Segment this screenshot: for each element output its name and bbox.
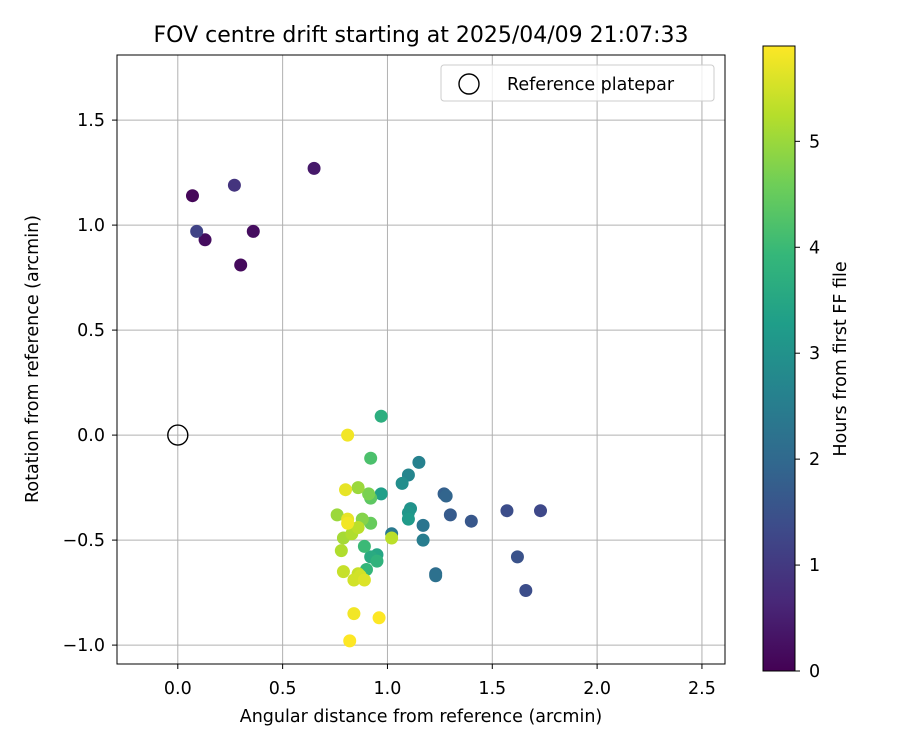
x-tick-label: 0.5 [269,679,297,699]
data-point [336,565,350,579]
data-point [385,531,399,545]
y-tick-label: 1.5 [77,111,105,131]
data-point [357,573,371,587]
data-point [198,233,212,247]
data-point [343,634,357,648]
data-point [464,514,478,528]
data-point [185,189,199,203]
data-point [357,539,371,553]
data-point [362,487,376,501]
colorbar-frame [762,45,796,672]
plot-area [117,55,725,664]
data-point [351,481,365,495]
data-point [364,451,378,465]
data-point [374,487,388,501]
data-point [416,518,430,532]
data-point [347,607,361,621]
data-point [374,409,388,423]
data-point [307,161,321,175]
legend-box [440,64,715,102]
data-point [341,428,355,442]
colorbar-tick-label: 0 [809,662,820,682]
x-axis-ticks: 0.0 0.5 1.0 1.5 2.0 2.5 [164,664,716,699]
reference-marker-layer [167,424,189,446]
colorbar-tick-label: 1 [809,556,820,576]
legend-label: Reference platepar [507,75,675,95]
data-point [443,508,457,522]
colorbar: 0 1 2 3 4 5 Hours from first FF file [762,45,851,682]
data-point [190,224,204,238]
data-point [416,533,430,547]
y-tick-label: −1.0 [63,636,106,656]
data-point [246,224,260,238]
colorbar-tick-label: 4 [809,238,820,258]
data-point [412,455,426,469]
legend: Reference platepar [440,64,715,102]
data-point [370,554,384,568]
chart-title: FOV centre drift starting at 2025/04/09 … [154,23,689,48]
data-point [227,178,241,192]
x-tick-label: 1.0 [374,679,402,699]
y-tick-label: −0.5 [63,531,106,551]
data-point [439,489,453,503]
data-point [395,476,409,490]
data-point [334,544,348,558]
data-point [510,550,524,564]
y-tick-label: 0.5 [77,321,105,341]
legend-marker-open-circle [458,73,480,95]
data-point [341,516,355,530]
colorbar-tick-label: 3 [809,344,820,364]
x-tick-label: 2.5 [688,679,716,699]
data-point [534,504,548,518]
colorbar-label: Hours from first FF file [831,261,851,456]
data-point [330,508,344,522]
y-axis-ticks: −1.0 −0.5 0.0 0.5 1.0 1.5 [63,111,117,656]
colorbar-tick-label: 2 [809,450,820,470]
colorbar-gradient [763,46,795,671]
grid [117,55,725,664]
y-tick-label: 0.0 [77,426,105,446]
data-point [351,521,365,534]
x-tick-label: 2.0 [583,679,611,699]
y-tick-label: 1.0 [77,216,105,236]
data-point [401,512,415,526]
scatter-points [185,161,548,648]
data-point [372,611,386,625]
x-axis-label: Angular distance from reference (arcmin) [240,707,603,727]
x-tick-label: 1.5 [478,679,506,699]
colorbar-tick-label: 5 [809,132,820,152]
x-tick-label: 0.0 [164,679,192,699]
colorbar-ticks: 0 1 2 3 4 5 [795,132,820,682]
data-point [500,504,514,518]
plot-frame [116,54,726,665]
data-point [519,584,533,597]
data-point [347,573,361,587]
data-point [429,569,443,583]
data-point [339,483,353,497]
y-axis-label: Rotation from reference (arcmin) [23,215,43,503]
data-point [234,258,248,272]
reference-platepar-marker [167,424,189,446]
